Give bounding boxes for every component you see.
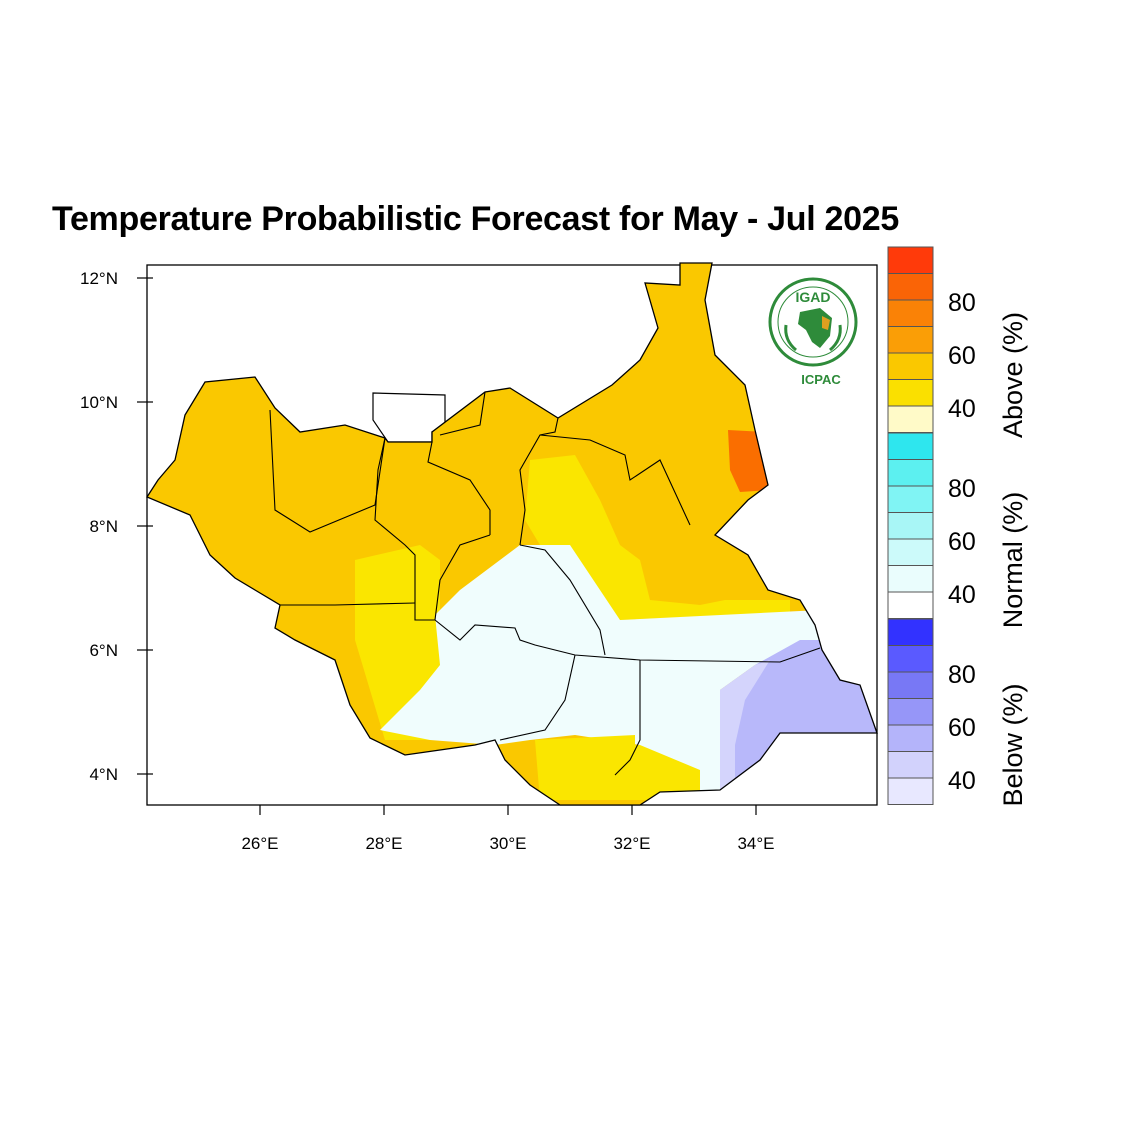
lat-tick-label: 8°N: [89, 517, 118, 536]
logo-org-text: IGAD: [796, 289, 831, 305]
laurel-left-icon: [784, 324, 797, 352]
lat-tick-label: 4°N: [89, 765, 118, 784]
legend-above-tick: 80: [948, 289, 976, 317]
legend-below-tick: 60: [948, 714, 976, 742]
laurel-right-icon: [829, 324, 842, 352]
below-light-area: [720, 660, 770, 790]
igad-icpac-logo: IGAD ICPAC: [768, 277, 858, 387]
above-area-south: [535, 735, 700, 800]
legend-normal-swatch: [887, 591, 934, 619]
legend-normal-swatch: [887, 565, 934, 593]
legend-above-swatch: [887, 273, 934, 301]
legend-normal-swatch: [887, 432, 934, 460]
legend-below-swatch: [887, 777, 934, 805]
legend-below-swatch: [887, 698, 934, 726]
legend-normal-swatch: [887, 459, 934, 487]
legend-normal-swatch: [887, 512, 934, 540]
legend-normal-colorbar: [887, 432, 934, 619]
legend-above-label: Above (%): [998, 312, 1028, 438]
lon-tick-label: 30°E: [489, 834, 526, 853]
legend-below-tick: 80: [948, 661, 976, 689]
legend-normal-tick: 60: [948, 528, 976, 556]
lon-tick-label: 28°E: [365, 834, 402, 853]
legend-below-swatch: [887, 671, 934, 699]
legend-normal-swatch: [887, 485, 934, 513]
legend-above-swatch: [887, 352, 934, 380]
legend-below-swatch: [887, 724, 934, 752]
legend-below-swatch: [887, 751, 934, 779]
legend-above-swatch: [887, 326, 934, 354]
logo-sub-text: ICPAC: [801, 372, 841, 387]
lat-tick-label: 10°N: [80, 393, 118, 412]
legend-below-colorbar: [887, 618, 934, 805]
legend-below-swatch: [887, 618, 934, 646]
normal-area: [380, 545, 820, 790]
map-title: Temperature Probabilistic Forecast for M…: [52, 200, 899, 238]
lon-tick-label: 26°E: [241, 834, 278, 853]
legend-below-swatch: [887, 645, 934, 673]
legend-below-tick: 40: [948, 767, 976, 795]
legend-above-colorbar: [887, 246, 934, 433]
axis-ticks: [137, 277, 757, 815]
legend-above-swatch: [887, 379, 934, 407]
legend-above-swatch: [887, 405, 934, 433]
legend-above-swatch: [887, 299, 934, 327]
state-boundaries: [269, 391, 821, 776]
legend-normal-label: Normal (%): [998, 492, 1028, 629]
legend-above-swatch: [887, 246, 934, 274]
lon-tick-label: 32°E: [613, 834, 650, 853]
legend-normal-tick: 40: [948, 581, 976, 609]
legend-normal-tick: 80: [948, 475, 976, 503]
legend-normal-swatch: [887, 538, 934, 566]
legend-above-tick: 60: [948, 342, 976, 370]
legend-below-label: Below (%): [998, 683, 1028, 806]
legend-above-tick: 40: [948, 395, 976, 423]
lon-tick-label: 34°E: [737, 834, 774, 853]
lat-tick-label: 12°N: [80, 269, 118, 288]
lat-tick-label: 6°N: [89, 641, 118, 660]
